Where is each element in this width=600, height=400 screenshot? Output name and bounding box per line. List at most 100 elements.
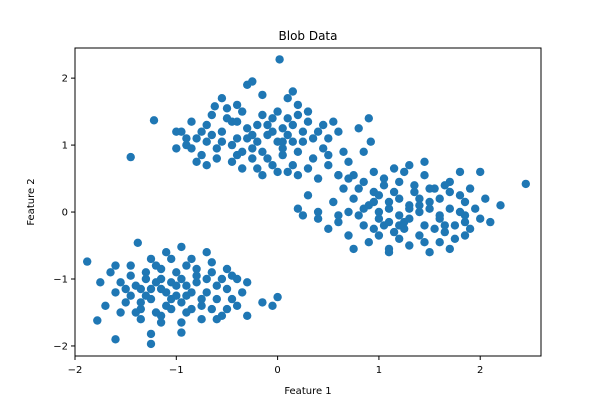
- data-point: [354, 211, 363, 220]
- data-point: [210, 102, 219, 111]
- data-point: [395, 177, 404, 187]
- data-point: [192, 271, 201, 280]
- data-point: [131, 308, 140, 317]
- data-point: [366, 137, 375, 146]
- data-point: [293, 147, 303, 156]
- y-tick-label: −1: [53, 275, 68, 286]
- data-point: [395, 221, 404, 230]
- data-point: [197, 150, 206, 160]
- data-point: [202, 248, 211, 257]
- data-point: [187, 117, 196, 126]
- data-point: [324, 150, 333, 160]
- data-point: [359, 177, 368, 187]
- data-point: [111, 288, 120, 297]
- data-point: [197, 127, 206, 136]
- data-point: [243, 278, 252, 287]
- data-point: [121, 298, 130, 307]
- data-point: [202, 120, 211, 130]
- data-point: [298, 211, 308, 220]
- data-point: [232, 100, 242, 110]
- data-point: [273, 292, 282, 302]
- data-point: [344, 207, 353, 217]
- data-point: [253, 164, 262, 173]
- data-point: [202, 288, 211, 297]
- data-point: [182, 261, 191, 270]
- data-point: [344, 157, 353, 166]
- data-point: [440, 221, 449, 230]
- data-point: [435, 238, 444, 247]
- data-point: [369, 224, 378, 233]
- data-point: [202, 137, 211, 146]
- data-point: [293, 100, 303, 110]
- data-point: [349, 194, 358, 203]
- data-point: [308, 154, 318, 163]
- data-point: [410, 187, 419, 197]
- data-point: [167, 278, 176, 287]
- data-point: [116, 308, 125, 317]
- data-point: [460, 197, 470, 207]
- data-point: [308, 134, 318, 143]
- data-point: [248, 154, 257, 163]
- data-point: [313, 127, 323, 136]
- chart-title: Blob Data: [279, 29, 338, 43]
- data-point: [395, 194, 404, 203]
- data-point: [293, 110, 303, 120]
- data-point: [486, 217, 495, 227]
- data-point: [293, 204, 303, 213]
- data-point: [319, 144, 328, 153]
- y-axis-label: Feature 2: [26, 178, 37, 225]
- data-point: [440, 181, 449, 190]
- data-point: [121, 284, 130, 294]
- data-point: [278, 124, 287, 133]
- data-point: [283, 94, 292, 103]
- data-point: [425, 184, 434, 193]
- data-point: [217, 127, 227, 136]
- data-point: [395, 211, 404, 220]
- data-point: [232, 301, 242, 310]
- data-point: [253, 137, 262, 146]
- data-point: [162, 301, 171, 310]
- data-point: [288, 137, 297, 146]
- data-point: [202, 161, 211, 170]
- data-point: [329, 117, 338, 126]
- data-point: [156, 284, 166, 294]
- data-point: [177, 298, 186, 307]
- data-point: [415, 207, 424, 217]
- data-point: [324, 161, 333, 170]
- data-point: [283, 114, 292, 123]
- data-point: [192, 157, 201, 166]
- data-point: [149, 116, 159, 125]
- data-point: [207, 258, 216, 267]
- data-point: [126, 152, 135, 162]
- data-point: [313, 207, 323, 217]
- data-point: [354, 124, 363, 133]
- data-point: [364, 238, 373, 247]
- data-point: [268, 161, 277, 170]
- data-point: [136, 298, 145, 307]
- x-tick-label: −1: [169, 365, 184, 376]
- data-point: [455, 191, 465, 200]
- data-point: [298, 127, 308, 136]
- data-point: [455, 167, 465, 177]
- data-point: [151, 261, 161, 270]
- data-point: [222, 264, 232, 274]
- data-point: [476, 214, 485, 223]
- data-point: [141, 268, 151, 277]
- data-point: [177, 318, 186, 327]
- data-point: [354, 184, 363, 193]
- data-point: [197, 301, 206, 310]
- data-point: [339, 184, 348, 193]
- data-point: [471, 204, 480, 213]
- data-point: [359, 221, 368, 230]
- data-point: [339, 147, 348, 156]
- data-point: [435, 211, 444, 220]
- data-point: [481, 194, 490, 203]
- data-point: [187, 304, 196, 314]
- data-point: [192, 134, 201, 143]
- data-point: [146, 254, 156, 264]
- data-point: [313, 214, 323, 223]
- data-point: [182, 281, 191, 290]
- data-point: [248, 144, 257, 153]
